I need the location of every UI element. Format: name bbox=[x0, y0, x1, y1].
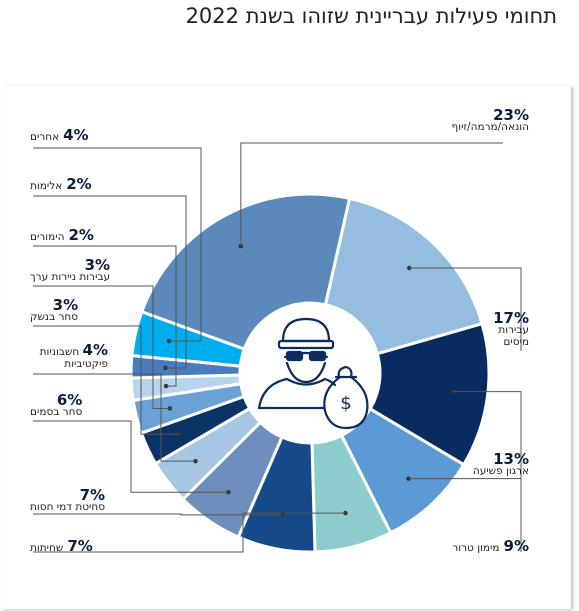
leader-lines bbox=[33, 142, 522, 553]
label-gambling: 2%הימורים bbox=[30, 226, 94, 244]
label-drugs: 6% סחר בסמים bbox=[30, 391, 83, 419]
leader-dot-crime-org bbox=[451, 389, 456, 394]
label-terror: 9%מימון טרור bbox=[452, 537, 529, 555]
donut-hole bbox=[240, 303, 380, 443]
thief-icon bbox=[257, 317, 369, 430]
chart-title: תחומי פעילות עבריינית שזוהו בשנת 2022 bbox=[185, 4, 557, 28]
label-tax: 17% עבירות מיסים bbox=[493, 309, 529, 349]
leader-line-crime-org bbox=[453, 391, 522, 484]
leader-line-tax bbox=[409, 267, 522, 351]
leader-line-terror bbox=[408, 478, 522, 552]
leader-line-others bbox=[33, 147, 202, 342]
dollar-sign-icon: $ bbox=[340, 393, 351, 414]
label-violence: 2%אלימות bbox=[30, 175, 92, 193]
leader-line-securities bbox=[33, 285, 170, 409]
label-securities: 3% עבירות ניירות ערך bbox=[30, 256, 111, 284]
donut-slices bbox=[129, 192, 491, 554]
label-extortion: 7% סחיטת דמי חסות bbox=[30, 486, 106, 514]
leader-line-drugs bbox=[33, 420, 229, 493]
label-invoices: 4% חשבוניות פיקטיביות bbox=[39, 341, 108, 371]
chart-card: $ 23% הונאה/מרמה/זיוף 17% עבירות מיסים 1… bbox=[1, 86, 571, 609]
leader-line-weapons bbox=[33, 325, 180, 435]
leader-dot-tax bbox=[407, 265, 412, 271]
leader-line-fraud bbox=[240, 142, 503, 247]
leader-line-gambling bbox=[33, 245, 177, 387]
label-weapons: 3% סחר בנשק bbox=[30, 296, 79, 324]
label-fraud: 23% הונאה/מרמה/זיוף bbox=[451, 106, 530, 134]
leader-line-violence bbox=[33, 195, 187, 369]
label-crime-org: 13% ארגון פשיעה bbox=[472, 450, 529, 478]
label-others: 4%אחרים bbox=[30, 126, 89, 144]
donut-chart: $ bbox=[33, 142, 522, 554]
label-corruption: 7%שחיתות bbox=[30, 537, 93, 555]
leader-line-corruption bbox=[33, 512, 346, 553]
leader-line-extortion bbox=[33, 513, 283, 516]
leader-line-invoices bbox=[33, 373, 196, 462]
